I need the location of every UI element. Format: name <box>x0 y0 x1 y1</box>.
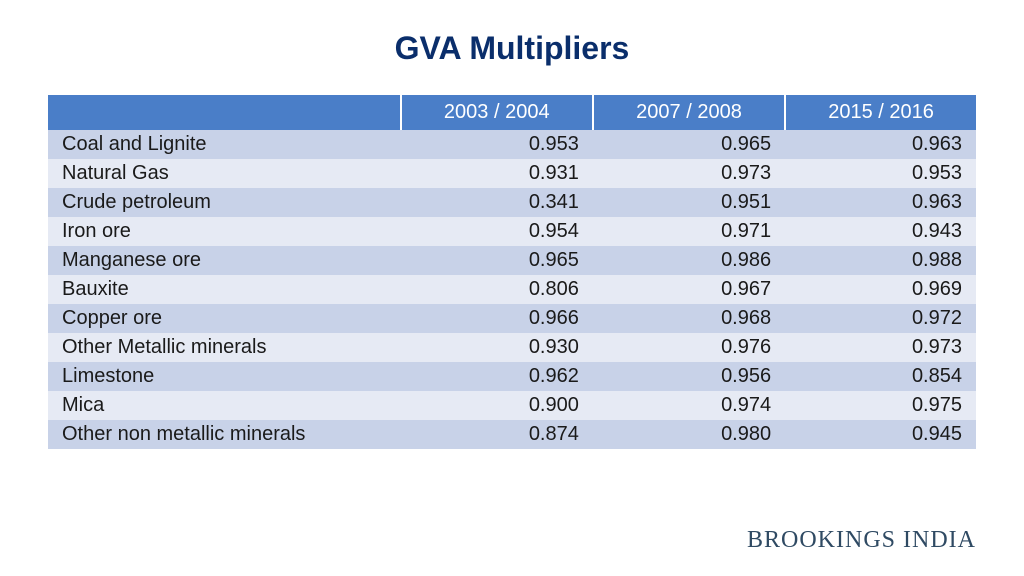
row-label: Other non metallic minerals <box>48 420 401 449</box>
cell-value: 0.973 <box>785 333 976 362</box>
cell-value: 0.974 <box>593 391 785 420</box>
cell-value: 0.954 <box>401 217 593 246</box>
table-row: Iron ore 0.954 0.971 0.943 <box>48 217 976 246</box>
table-row: Bauxite 0.806 0.967 0.969 <box>48 275 976 304</box>
row-label: Mica <box>48 391 401 420</box>
cell-value: 0.968 <box>593 304 785 333</box>
row-label: Limestone <box>48 362 401 391</box>
cell-value: 0.965 <box>401 246 593 275</box>
row-label: Manganese ore <box>48 246 401 275</box>
row-label: Iron ore <box>48 217 401 246</box>
cell-value: 0.930 <box>401 333 593 362</box>
cell-value: 0.965 <box>593 130 785 159</box>
cell-value: 0.341 <box>401 188 593 217</box>
cell-value: 0.973 <box>593 159 785 188</box>
cell-value: 0.806 <box>401 275 593 304</box>
col-header-blank <box>48 95 401 130</box>
cell-value: 0.951 <box>593 188 785 217</box>
table-row: Crude petroleum 0.341 0.951 0.963 <box>48 188 976 217</box>
row-label: Bauxite <box>48 275 401 304</box>
cell-value: 0.943 <box>785 217 976 246</box>
cell-value: 0.962 <box>401 362 593 391</box>
cell-value: 0.976 <box>593 333 785 362</box>
cell-value: 0.971 <box>593 217 785 246</box>
cell-value: 0.931 <box>401 159 593 188</box>
gva-table: 2003 / 2004 2007 / 2008 2015 / 2016 Coal… <box>48 95 976 449</box>
cell-value: 0.956 <box>593 362 785 391</box>
footer-brand: BROOKINGS INDIA <box>747 527 976 554</box>
col-header-2003: 2003 / 2004 <box>401 95 593 130</box>
cell-value: 0.854 <box>785 362 976 391</box>
table-row: Manganese ore 0.965 0.986 0.988 <box>48 246 976 275</box>
cell-value: 0.963 <box>785 188 976 217</box>
table-row: Coal and Lignite 0.953 0.965 0.963 <box>48 130 976 159</box>
table-row: Other Metallic minerals 0.930 0.976 0.97… <box>48 333 976 362</box>
cell-value: 0.953 <box>785 159 976 188</box>
cell-value: 0.967 <box>593 275 785 304</box>
cell-value: 0.945 <box>785 420 976 449</box>
cell-value: 0.953 <box>401 130 593 159</box>
cell-value: 0.986 <box>593 246 785 275</box>
cell-value: 0.963 <box>785 130 976 159</box>
row-label: Other Metallic minerals <box>48 333 401 362</box>
table-row: Natural Gas 0.931 0.973 0.953 <box>48 159 976 188</box>
row-label: Crude petroleum <box>48 188 401 217</box>
cell-value: 0.972 <box>785 304 976 333</box>
row-label: Coal and Lignite <box>48 130 401 159</box>
col-header-2007: 2007 / 2008 <box>593 95 785 130</box>
table-row: Mica 0.900 0.974 0.975 <box>48 391 976 420</box>
table-row: Copper ore 0.966 0.968 0.972 <box>48 304 976 333</box>
col-header-2015: 2015 / 2016 <box>785 95 976 130</box>
table-body: Coal and Lignite 0.953 0.965 0.963 Natur… <box>48 130 976 449</box>
table-row: Limestone 0.962 0.956 0.854 <box>48 362 976 391</box>
cell-value: 0.969 <box>785 275 976 304</box>
row-label: Natural Gas <box>48 159 401 188</box>
table-row: Other non metallic minerals 0.874 0.980 … <box>48 420 976 449</box>
cell-value: 0.966 <box>401 304 593 333</box>
cell-value: 0.874 <box>401 420 593 449</box>
cell-value: 0.980 <box>593 420 785 449</box>
table-container: 2003 / 2004 2007 / 2008 2015 / 2016 Coal… <box>48 95 976 449</box>
table-header-row: 2003 / 2004 2007 / 2008 2015 / 2016 <box>48 95 976 130</box>
cell-value: 0.975 <box>785 391 976 420</box>
cell-value: 0.900 <box>401 391 593 420</box>
cell-value: 0.988 <box>785 246 976 275</box>
row-label: Copper ore <box>48 304 401 333</box>
page-title: GVA Multipliers <box>0 0 1024 95</box>
